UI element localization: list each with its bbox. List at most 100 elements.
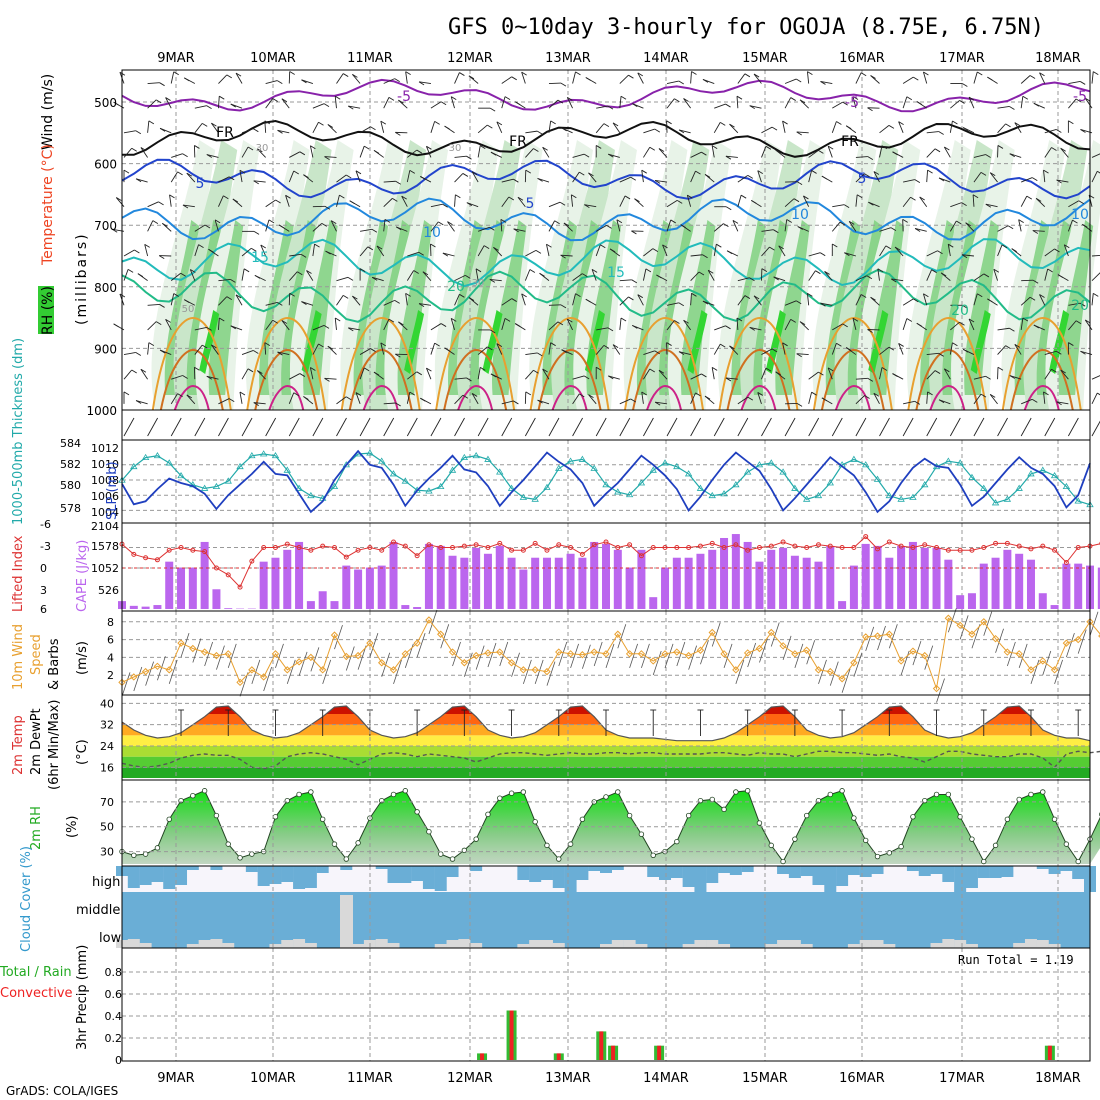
wind-barb	[336, 396, 347, 405]
rh-point	[237, 855, 243, 861]
wind-barb-flag	[637, 294, 644, 299]
wind-barb	[454, 194, 456, 207]
wind-barb-flag	[156, 99, 162, 104]
cape-bar	[566, 553, 575, 609]
temp-tick-40: 40	[100, 697, 114, 710]
wind-point	[377, 659, 386, 667]
wind-barb	[135, 400, 148, 405]
wind-barb-flag	[135, 178, 142, 183]
isotherm-30	[1009, 348, 1074, 411]
thickness-point	[590, 464, 598, 471]
wind-barb	[218, 296, 228, 306]
wind-barb-flag	[795, 78, 802, 83]
wind-barb-flag	[489, 278, 496, 283]
wind-barb	[1043, 170, 1046, 183]
wind-barb-flag	[444, 347, 450, 352]
slp-tick-1010: 1010	[91, 458, 119, 471]
temp-tick-24: 24	[100, 740, 114, 753]
wind-barb	[637, 294, 644, 306]
surface-barb	[147, 417, 159, 437]
precip-convective-bar	[480, 1053, 485, 1060]
ylabel-wind10m-3: & Barbs	[47, 638, 62, 690]
wind-barb-flag	[916, 322, 923, 327]
surface-barb	[643, 417, 654, 437]
wind-barb-10m	[534, 659, 544, 684]
surface-barb	[572, 417, 583, 437]
wind-barb	[808, 270, 816, 281]
cape-bar	[743, 541, 752, 609]
wind-barb-flag	[253, 350, 259, 354]
isotherm-30	[537, 348, 602, 411]
wind-barb-flag	[206, 154, 213, 158]
thickness-point	[519, 493, 528, 500]
cape-bar	[637, 549, 646, 609]
wind-barb-flag	[796, 131, 802, 136]
wind-barb-flag	[934, 148, 941, 153]
wind-point	[248, 666, 256, 674]
bottom-date-9MAR: 9MAR	[157, 1071, 194, 1086]
wind-barb	[165, 97, 172, 109]
wind-barb-flag	[420, 176, 426, 180]
wind-barb	[784, 198, 795, 208]
wind-barb-flag	[864, 395, 870, 399]
wind-barb	[147, 342, 150, 355]
wind-barb-flag	[409, 391, 416, 396]
thickness-point	[661, 459, 669, 466]
footer-credit: GrADS: COLA/IGES	[6, 1084, 118, 1098]
surface-barb	[241, 417, 253, 437]
wind10m-labels: 10m Wind Speed & Barbs (m/s)	[11, 624, 90, 690]
wind-barb-flag	[632, 103, 638, 108]
wind-barb-flag	[450, 96, 457, 101]
wind-barb	[643, 350, 655, 355]
wind-barb-flag	[395, 226, 402, 231]
wind-barb-flag	[251, 247, 257, 252]
wind-barb	[147, 120, 150, 133]
wind-barb	[312, 343, 319, 355]
wind-barb	[761, 348, 773, 355]
wind-barb-flag	[278, 224, 285, 229]
wind-barb-flag	[373, 371, 380, 376]
wind-barb-flag	[744, 295, 751, 299]
wind-barb-flag	[281, 98, 288, 103]
li-point	[650, 545, 656, 550]
wind-barb	[501, 96, 506, 109]
wind-barb-10m	[416, 633, 426, 658]
temp-band	[122, 756, 1090, 768]
cape-bar	[342, 565, 351, 609]
wind-barb	[475, 268, 479, 281]
wind-barb-flag	[860, 72, 867, 77]
li-tick--3: -3	[40, 540, 51, 553]
wind-barb-10m	[357, 645, 367, 670]
wind-barb	[324, 156, 337, 158]
cape-bar	[448, 555, 457, 609]
wind-barb-flag	[786, 219, 792, 223]
contour-label-rh_small: 30	[449, 143, 462, 154]
wind-barb-flag	[965, 222, 971, 227]
wind-barb	[713, 244, 717, 257]
wind-point	[684, 651, 693, 660]
wind-barb-10m	[1042, 650, 1052, 676]
wind-barb	[737, 73, 746, 84]
wind-barb	[336, 194, 340, 207]
wind-barb	[690, 392, 696, 405]
wind-barb	[949, 120, 953, 133]
wind-barb-flag	[898, 121, 904, 126]
wind-barb-flag	[235, 72, 242, 77]
rh-colour-key	[38, 286, 54, 334]
wind-barb	[214, 219, 219, 232]
wind-barb	[737, 174, 749, 183]
wind-barb	[265, 301, 278, 306]
wind-point	[496, 648, 504, 656]
wind-barb-flag	[702, 254, 708, 259]
rh-point	[272, 814, 279, 820]
cape-bar	[472, 547, 481, 609]
wind-barb	[950, 100, 960, 109]
wind-barb-flag	[848, 221, 855, 225]
wind-barb-flag	[1005, 123, 1011, 128]
thickness-point	[543, 483, 551, 490]
wind-barb	[265, 219, 270, 232]
wind-barb-flag	[793, 198, 800, 203]
li-point	[851, 545, 857, 550]
li-tick-3: 3	[40, 584, 47, 597]
wind-barb-flag	[906, 96, 913, 101]
